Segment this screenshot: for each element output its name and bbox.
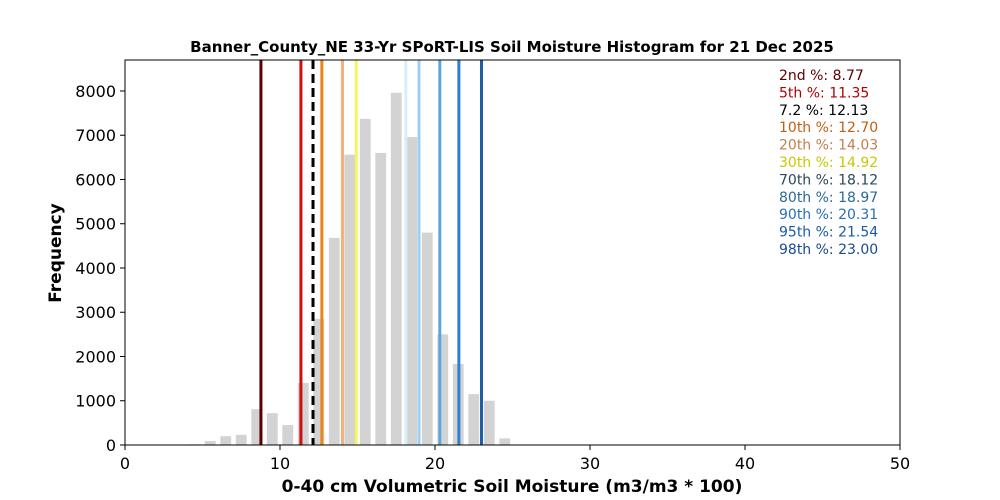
histogram-bar [359,118,371,445]
y-ticks-group: 0 1000 2000 3000 4000 5000 6000 7000 8000 [75,82,125,455]
y-tick-label: 0 [106,436,116,455]
x-tick-label: 10 [270,454,290,473]
histogram-bar [251,409,263,445]
legend-entry: 90th %: 20.31 [779,207,878,223]
histogram-bar [282,425,294,445]
legend-entry: 98th %: 23.00 [779,242,878,258]
histogram-bar [235,434,247,445]
y-axis-label: Frequency [46,203,66,303]
percentile-lines-group [259,60,483,445]
legend-entry: 20th %: 14.03 [779,138,878,154]
y-tick-label: 2000 [75,347,116,366]
bars-group [189,92,511,445]
histogram-bar [220,436,232,445]
histogram-bar [375,152,387,445]
x-axis-label: 0-40 cm Volumetric Soil Moisture (m3/m3 … [282,477,743,497]
histogram-bar [204,441,216,445]
histogram-bar [313,318,325,445]
histogram-bar [437,334,449,445]
legend-entry: 2nd %: 8.77 [779,68,864,84]
x-tick-label: 40 [735,454,755,473]
histogram-bar [499,438,511,445]
chart-title: Banner_County_NE 33-Yr SPoRT-LIS Soil Mo… [190,38,834,56]
y-tick-label: 3000 [75,303,116,322]
histogram-bar [390,92,402,445]
legend-entry: 80th %: 18.97 [779,190,878,206]
histogram-bar [328,237,340,445]
histogram-bar [406,137,418,445]
y-tick-label: 5000 [75,215,116,234]
histogram-bar [344,154,356,445]
y-tick-label: 1000 [75,392,116,411]
x-ticks-group: 0 10 20 30 40 50 [120,445,910,473]
x-tick-label: 0 [120,454,130,473]
histogram-bar [421,232,433,445]
y-tick-label: 6000 [75,170,116,189]
histogram-bar [266,413,278,445]
legend-entry: 95th %: 21.54 [779,225,878,241]
legend-entry: 7.2 %: 12.13 [779,103,868,119]
y-tick-label: 4000 [75,259,116,278]
x-tick-label: 30 [580,454,600,473]
legend-entry: 70th %: 18.12 [779,172,878,188]
histogram-bar [468,394,480,445]
x-tick-label: 50 [890,454,910,473]
y-tick-label: 7000 [75,126,116,145]
plot-frame [124,59,901,446]
legend-entry: 5th %: 11.35 [779,85,869,101]
histogram-bar [483,400,495,445]
x-tick-label: 20 [425,454,445,473]
histogram-bar [297,383,309,445]
y-tick-label: 8000 [75,82,116,101]
legend-entry: 30th %: 14.92 [779,155,878,171]
legend-entry: 10th %: 12.70 [779,120,878,136]
